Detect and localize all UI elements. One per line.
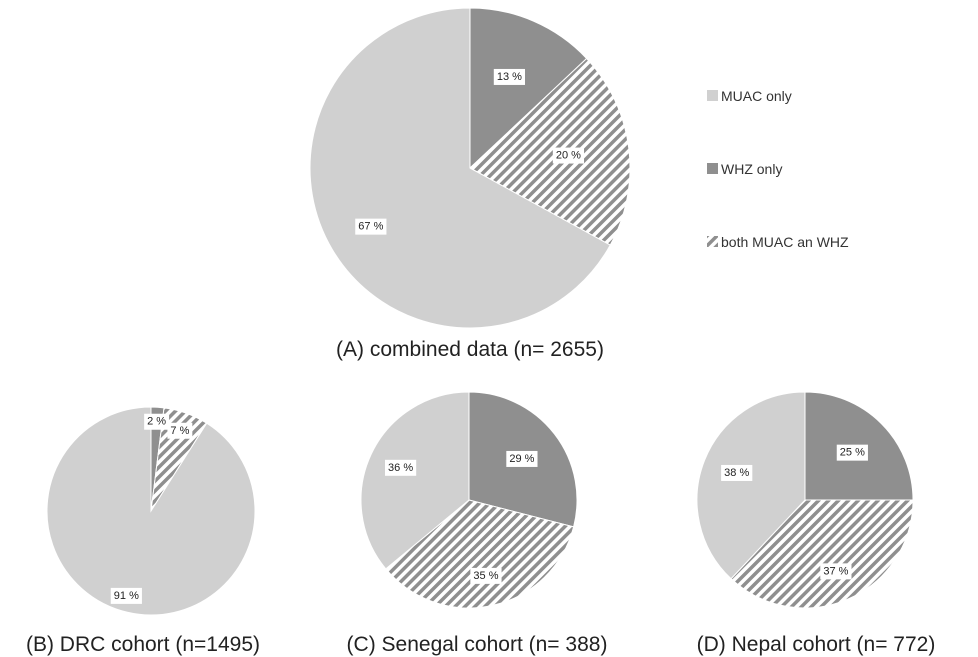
pie-slice-drc-muac-only bbox=[46, 406, 256, 616]
data-label-nepal-whz-only: 25 % bbox=[840, 447, 865, 459]
data-label-bg-drc-both bbox=[167, 422, 193, 439]
data-label-bg-nepal-muac-only bbox=[721, 464, 753, 481]
data-label-bg-senegal-muac-only bbox=[384, 459, 417, 476]
legend-item-muac-only: MUAC only bbox=[707, 88, 792, 104]
caption-senegal: (C) Senegal cohort (n= 388) bbox=[347, 633, 608, 656]
legend-label-both: both MUAC an WHZ bbox=[721, 234, 849, 250]
legend-swatch-both bbox=[707, 236, 718, 247]
pie-slice-combined-whz-only bbox=[469, 7, 588, 170]
data-label-drc-both: 7 % bbox=[170, 425, 189, 437]
legend-swatch-muac-only bbox=[707, 90, 718, 101]
pie-chart-drc: 2 % 7 % 91 % bbox=[46, 406, 256, 616]
data-label-bg-drc-whz-only bbox=[144, 413, 170, 430]
pie-chart-senegal: 29 % 35 % 36 % bbox=[360, 391, 578, 609]
pie-slice-senegal-both bbox=[385, 499, 575, 609]
data-label-bg-senegal-whz-only bbox=[506, 450, 538, 467]
pie-slice-combined-both bbox=[469, 57, 631, 246]
data-label-drc-whz-only: 2 % bbox=[147, 416, 166, 428]
data-label-bg-nepal-both bbox=[820, 563, 852, 580]
pie-chart-nepal: 25 % 37 % 38 % bbox=[696, 391, 914, 609]
data-label-bg-nepal-whz-only bbox=[836, 444, 868, 461]
caption-nepal: (D) Nepal cohort (n= 772) bbox=[697, 633, 936, 656]
data-label-combined-both: 20 % bbox=[556, 150, 581, 162]
data-label-drc-muac-only: 91 % bbox=[114, 590, 139, 602]
legend-swatch-whz-only bbox=[707, 163, 718, 174]
data-label-combined-whz-only: 13 % bbox=[497, 71, 522, 83]
data-label-senegal-both: 35 % bbox=[473, 570, 498, 582]
data-label-senegal-whz-only: 29 % bbox=[509, 453, 534, 465]
data-label-bg-senegal-both bbox=[470, 567, 502, 584]
data-label-nepal-muac-only: 38 % bbox=[724, 467, 749, 479]
data-label-bg-combined-whz-only bbox=[493, 68, 525, 85]
caption-combined: (A) combined data (n= 2655) bbox=[336, 338, 604, 361]
data-label-senegal-muac-only: 36 % bbox=[388, 462, 413, 474]
caption-drc: (B) DRC cohort (n=1495) bbox=[26, 633, 260, 656]
data-label-combined-muac-only: 67 % bbox=[358, 221, 383, 233]
data-label-bg-drc-muac-only bbox=[110, 587, 142, 604]
data-label-bg-combined-both bbox=[552, 147, 585, 164]
legend: MUAC only WHZ only both MUAC an WHZ bbox=[707, 88, 849, 250]
legend-item-whz-only: WHZ only bbox=[707, 161, 782, 177]
pie-chart-combined: 13 % 20 % 67 % bbox=[309, 7, 631, 329]
data-label-bg-combined-muac-only bbox=[355, 218, 387, 235]
pie-slice-nepal-muac-only bbox=[696, 391, 806, 580]
legend-label-whz-only: WHZ only bbox=[721, 161, 782, 177]
pie-slice-senegal-muac-only bbox=[360, 391, 470, 570]
legend-item-both: both MUAC an WHZ bbox=[707, 234, 849, 250]
pie-slice-nepal-both bbox=[730, 499, 914, 609]
legend-label-muac-only: MUAC only bbox=[721, 88, 792, 104]
data-label-nepal-both: 37 % bbox=[823, 565, 848, 577]
pie-slice-combined-muac-only bbox=[309, 7, 611, 329]
